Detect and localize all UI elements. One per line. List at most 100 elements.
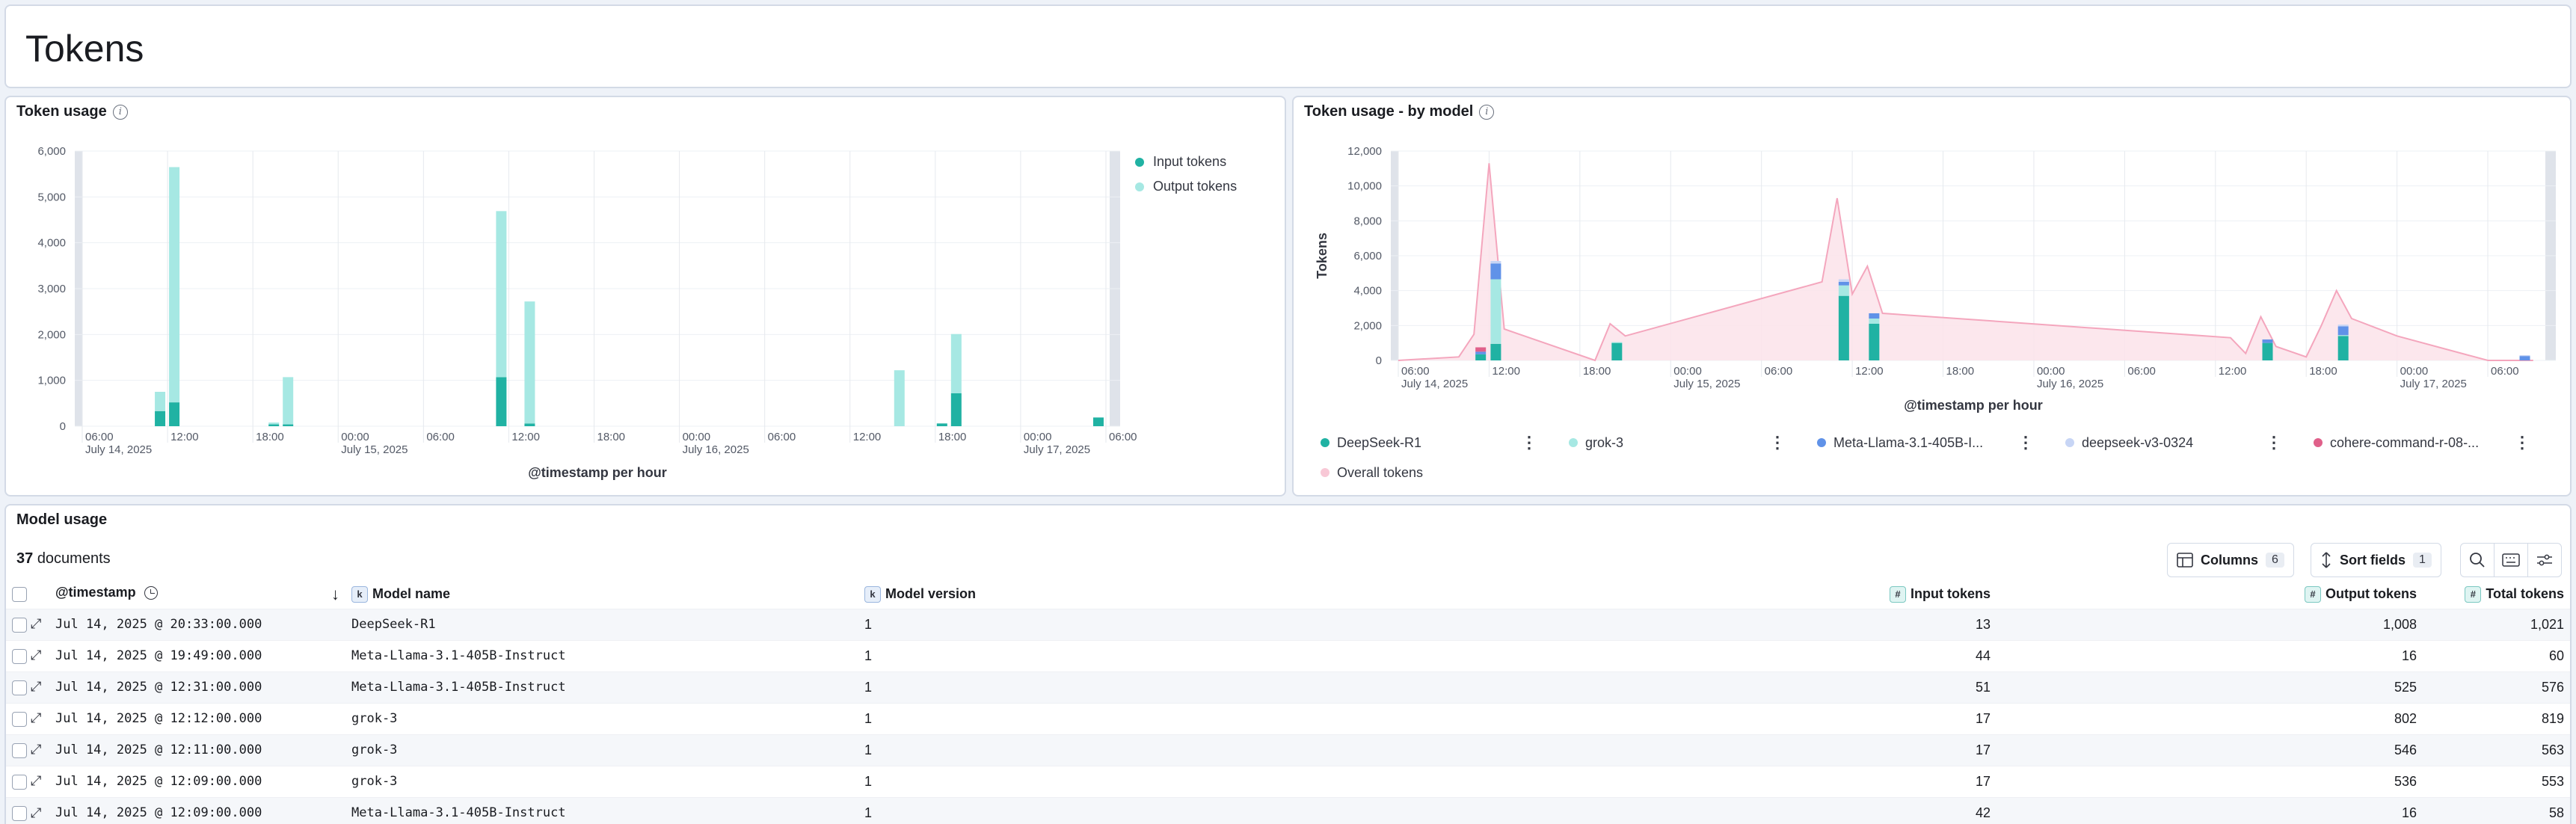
cell-input-tokens[interactable]: 17 xyxy=(1582,734,1996,766)
legend-item-overall-tokens[interactable]: Overall tokens xyxy=(1321,465,1573,481)
column-header-timestamp[interactable]: @timestamp ↓ xyxy=(49,580,345,609)
table-row[interactable]: ⤢ Jul 14, 2025 @ 12:09:00.000 Meta-Llama-3… xyxy=(6,796,2570,824)
cell-input-tokens[interactable]: 51 xyxy=(1582,671,1996,703)
legend-item-cohere[interactable]: cohere-command-r-08-... ⋮ xyxy=(2314,433,2562,452)
legend-item-deepseek-v3[interactable]: deepseek-v3-0324 ⋮ xyxy=(2065,433,2314,452)
bar-segment xyxy=(2262,339,2273,343)
row-checkbox[interactable] xyxy=(12,742,27,758)
row-checkbox[interactable] xyxy=(12,680,27,695)
cell-input-tokens[interactable]: 44 xyxy=(1582,639,1996,671)
select-all-checkbox[interactable] xyxy=(12,587,27,603)
info-icon[interactable]: i xyxy=(1479,104,1495,120)
expand-icon[interactable]: ⤢ xyxy=(31,710,42,726)
column-header-model-name[interactable]: k Model name xyxy=(345,580,858,609)
table-row[interactable]: ⤢ Jul 14, 2025 @ 20:33:00.000 DeepSeek-R1 1… xyxy=(6,608,2570,640)
legend-item-meta-llama[interactable]: Meta-Llama-3.1-405B-I... ⋮ xyxy=(1817,433,2065,452)
cell-model-name[interactable]: Meta-Llama-3.1-405B-Instruct xyxy=(345,639,858,671)
sort-fields-button[interactable]: Sort fields 1 xyxy=(2311,543,2441,577)
legend-item-deepseek-r1[interactable]: DeepSeek-R1 ⋮ xyxy=(1321,433,1569,452)
search-button[interactable] xyxy=(2461,544,2494,577)
cell-output-tokens[interactable]: 525 xyxy=(1996,671,2423,703)
cell-total-tokens[interactable]: 576 xyxy=(2423,671,2570,703)
column-header-model-version[interactable]: k Model version xyxy=(858,580,1582,609)
cell-input-tokens[interactable]: 17 xyxy=(1582,765,1996,797)
cell-model-name[interactable]: grok-3 xyxy=(345,765,858,797)
cell-model-version[interactable]: 1 xyxy=(858,765,1582,797)
keyboard-shortcuts-button[interactable] xyxy=(2494,544,2528,577)
row-checkbox[interactable] xyxy=(12,774,27,790)
cell-timestamp[interactable]: Jul 14, 2025 @ 12:11:00.000 xyxy=(49,734,345,766)
cell-model-name[interactable]: Meta-Llama-3.1-405B-Instruct xyxy=(345,796,858,824)
legend-item-output-tokens[interactable]: Output tokens xyxy=(1135,174,1237,199)
cell-total-tokens[interactable]: 553 xyxy=(2423,765,2570,797)
cell-model-name[interactable]: Meta-Llama-3.1-405B-Instruct xyxy=(345,671,858,703)
column-header-output-tokens[interactable]: # Output tokens xyxy=(1996,580,2423,609)
expand-icon[interactable]: ⤢ xyxy=(31,679,42,695)
table-row[interactable]: ⤢ Jul 14, 2025 @ 12:31:00.000 Meta-Llama-3… xyxy=(6,671,2570,703)
cell-timestamp[interactable]: Jul 14, 2025 @ 12:09:00.000 xyxy=(49,765,345,797)
cell-model-version[interactable]: 1 xyxy=(858,608,1582,640)
cell-total-tokens[interactable]: 819 xyxy=(2423,702,2570,734)
row-checkbox[interactable] xyxy=(12,711,27,727)
cell-total-tokens[interactable]: 60 xyxy=(2423,639,2570,671)
cell-model-version[interactable]: 1 xyxy=(858,639,1582,671)
cell-output-tokens[interactable]: 1,008 xyxy=(1996,608,2423,640)
sort-fields-count-badge: 1 xyxy=(2413,553,2432,568)
cell-input-tokens[interactable]: 17 xyxy=(1582,702,1996,734)
cell-model-name[interactable]: grok-3 xyxy=(345,734,858,766)
columns-button[interactable]: Columns 6 xyxy=(2167,543,2294,577)
legend-item-input-tokens[interactable]: Input tokens xyxy=(1135,150,1237,174)
table-row[interactable]: ⤢ Jul 14, 2025 @ 19:49:00.000 Meta-Llama-3… xyxy=(6,639,2570,671)
cell-model-version[interactable]: 1 xyxy=(858,734,1582,766)
expand-icon[interactable]: ⤢ xyxy=(31,742,42,757)
more-options-icon[interactable]: ⋮ xyxy=(2514,433,2530,452)
cell-model-name[interactable]: DeepSeek-R1 xyxy=(345,608,858,640)
cell-output-tokens[interactable]: 802 xyxy=(1996,702,2423,734)
expand-icon[interactable]: ⤢ xyxy=(31,805,42,820)
more-options-icon[interactable]: ⋮ xyxy=(1769,433,1786,452)
expand-icon[interactable]: ⤢ xyxy=(31,773,42,789)
more-options-icon[interactable]: ⋮ xyxy=(2266,433,2282,452)
legend-item-grok-3[interactable]: grok-3 ⋮ xyxy=(1569,433,1817,452)
x-tick-date: July 14, 2025 xyxy=(85,443,152,456)
cell-model-version[interactable]: 1 xyxy=(858,671,1582,703)
display-settings-button[interactable] xyxy=(2528,544,2561,577)
cell-model-version[interactable]: 1 xyxy=(858,796,1582,824)
more-options-icon[interactable]: ⋮ xyxy=(2017,433,2034,452)
cell-output-tokens[interactable]: 16 xyxy=(1996,796,2423,824)
info-icon[interactable]: i xyxy=(112,104,128,120)
row-checkbox[interactable] xyxy=(12,805,27,821)
bar-segment xyxy=(1838,282,1849,286)
cell-output-tokens[interactable]: 546 xyxy=(1996,734,2423,766)
row-checkbox[interactable] xyxy=(12,648,27,664)
column-header-total-tokens[interactable]: # Total tokens xyxy=(2423,580,2570,609)
table-icon xyxy=(2177,553,2193,568)
cell-input-tokens[interactable]: 42 xyxy=(1582,796,1996,824)
cell-total-tokens[interactable]: 563 xyxy=(2423,734,2570,766)
cell-timestamp[interactable]: Jul 14, 2025 @ 19:49:00.000 xyxy=(49,639,345,671)
y-tick-label: 6,000 xyxy=(1353,250,1382,262)
document-count-label: documents xyxy=(37,550,111,567)
more-options-icon[interactable]: ⋮ xyxy=(1521,433,1537,452)
cell-output-tokens[interactable]: 536 xyxy=(1996,765,2423,797)
cell-output-tokens[interactable]: 16 xyxy=(1996,639,2423,671)
token-usage-chart: 01,0002,0003,0004,0005,0006,00006:00July… xyxy=(37,145,1137,480)
cell-timestamp[interactable]: Jul 14, 2025 @ 12:12:00.000 xyxy=(49,702,345,734)
cell-model-version[interactable]: 1 xyxy=(858,702,1582,734)
expand-icon[interactable]: ⤢ xyxy=(31,648,42,663)
table-row[interactable]: ⤢ Jul 14, 2025 @ 12:12:00.000 grok-3 1 17 802… xyxy=(6,702,2570,734)
table-row[interactable]: ⤢ Jul 14, 2025 @ 12:11:00.000 grok-3 1 17 546… xyxy=(6,734,2570,766)
cell-model-name[interactable]: grok-3 xyxy=(345,702,858,734)
column-header-input-tokens[interactable]: # Input tokens xyxy=(1582,580,1996,609)
cell-total-tokens[interactable]: 1,021 xyxy=(2423,608,2570,640)
cell-timestamp[interactable]: Jul 14, 2025 @ 12:09:00.000 xyxy=(49,796,345,824)
cell-timestamp[interactable]: Jul 14, 2025 @ 20:33:00.000 xyxy=(49,608,345,640)
cell-input-tokens[interactable]: 13 xyxy=(1582,608,1996,640)
legend-dot xyxy=(2314,438,2323,447)
cell-total-tokens[interactable]: 58 xyxy=(2423,796,2570,824)
row-checkbox[interactable] xyxy=(12,617,27,633)
table-row[interactable]: ⤢ Jul 14, 2025 @ 12:09:00.000 grok-3 1 17 536… xyxy=(6,765,2570,797)
expand-icon[interactable]: ⤢ xyxy=(31,616,42,632)
sort-descending-icon[interactable]: ↓ xyxy=(331,584,339,603)
cell-timestamp[interactable]: Jul 14, 2025 @ 12:31:00.000 xyxy=(49,671,345,703)
